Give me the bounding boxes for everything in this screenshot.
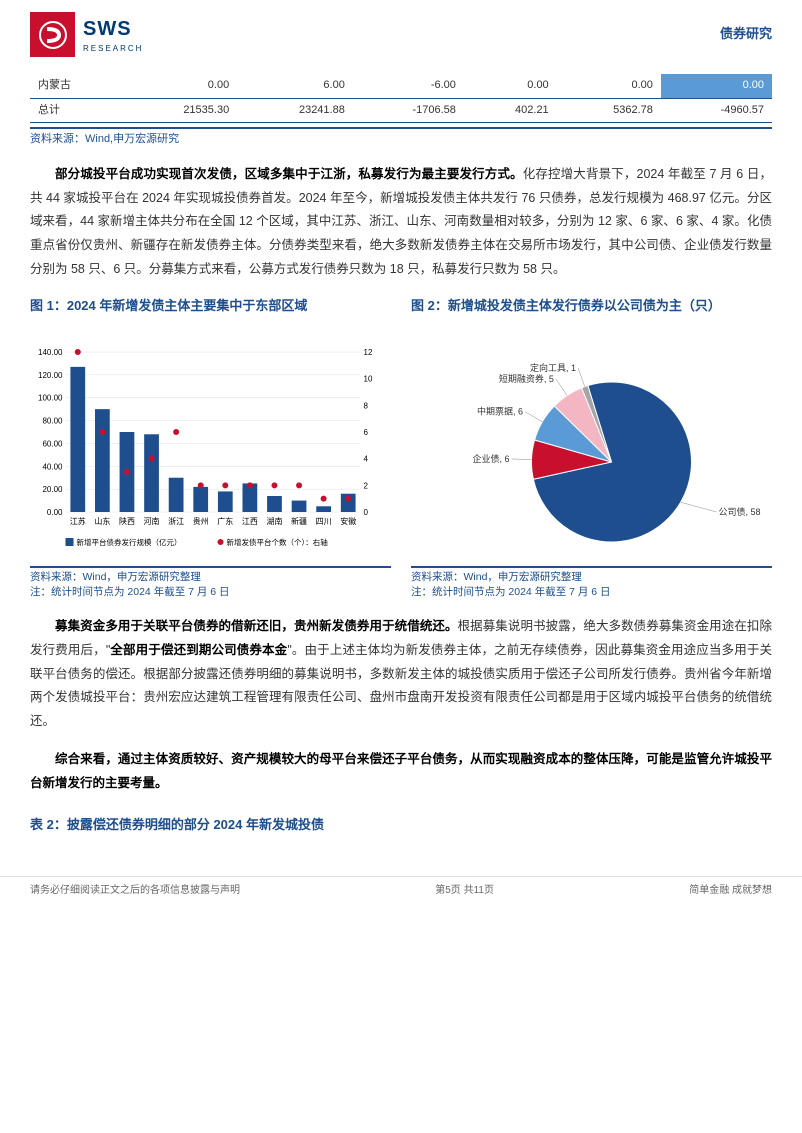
svg-text:浙江: 浙江 [168,516,184,526]
fig1-title: 图 1：2024 年新增发债主体主要集中于东部区域 [30,296,391,336]
svg-text:60.00: 60.00 [42,439,63,448]
svg-text:6: 6 [364,428,369,437]
fig2-source: 资料来源：Wind，申万宏源研究整理 [411,566,772,586]
logo-icon [30,12,75,57]
figure-row: 图 1：2024 年新增发债主体主要集中于东部区域 0.00 20.00 40.00… [30,296,772,602]
svg-text:陕西: 陕西 [119,516,135,526]
svg-text:140.00: 140.00 [38,348,63,357]
svg-text:定向工具, 1: 定向工具, 1 [530,361,576,372]
svg-text:新疆: 新疆 [291,516,307,526]
svg-text:8: 8 [364,401,369,410]
footer-page-number: 第5页 共11页 [435,883,494,899]
svg-text:80.00: 80.00 [42,416,63,425]
svg-text:120.00: 120.00 [38,370,63,379]
para1-body: 化存控增大背景下，2024 年截至 7 月 6 日，共 44 家城投平台在 20… [30,167,772,276]
logo-area: SWS RESEARCH [30,12,143,57]
svg-text:河南: 河南 [144,516,160,526]
fig1-source: 资料来源：Wind，申万宏源研究整理 [30,566,391,586]
fig1-note: 注：统计时间节点为 2024 年截至 7 月 6 日 [30,585,391,601]
svg-text:4: 4 [364,454,369,463]
fig2-chart: 公司债, 58 企业债, 6 中期票据, 6 短期融资券, 5定向工具, 1 [411,342,772,562]
paragraph-1: 部分城投平台成功实现首次发债，区域多集中于江浙，私募发行为最主要发行方式。化存控… [30,163,772,282]
table-row: 内蒙古0.006.00-6.000.000.000.00 [30,74,772,98]
svg-text:2: 2 [364,481,369,490]
svg-text:新增平台债券发行规模（亿元）: 新增平台债券发行规模（亿元） [77,537,182,547]
svg-text:20.00: 20.00 [42,485,63,494]
fig2-title: 图 2：新增城投发债主体发行债券以公司债为主（只） [411,296,772,336]
svg-text:公司债, 58: 公司债, 58 [719,506,761,517]
para1-lead: 部分城投平台成功实现首次发债，区域多集中于江浙，私募发行为最主要发行方式。 [55,167,523,181]
svg-text:中期票据, 6: 中期票据, 6 [477,405,523,416]
logo-sub-text: RESEARCH [83,43,143,56]
paragraph-3: 综合来看，通过主体资质较好、资产规模较大的母平台来偿还子平台债务，从而实现融资成… [30,748,772,796]
svg-text:广东: 广东 [217,516,233,526]
svg-text:短期融资券, 5: 短期融资券, 5 [499,372,554,383]
table-row: 总计21535.3023241.88-1706.58402.215362.78-… [30,98,772,123]
svg-text:山东: 山东 [94,516,110,526]
top-table-source: 资料来源：Wind,申万宏源研究 [30,127,772,149]
figure-2: 图 2：新增城投发债主体发行债券以公司债为主（只） 公司债, 58 企业债, 6 中… [411,296,772,602]
para2-lead: 募集资金多用于关联平台债券的借新还旧，贵州新发债券用于统借统还。 [55,619,458,633]
footer-disclaimer: 请务必仔细阅读正文之后的各项信息披露与声明 [30,883,240,899]
svg-text:新增发债平台个数（个）：右轴: 新增发债平台个数（个）：右轴 [227,537,328,547]
svg-text:企业债, 6: 企业债, 6 [473,452,510,463]
svg-text:江西: 江西 [242,517,258,526]
fig1-chart: 0.00 20.00 40.00 60.00 80.00 100.00 120.00 140.… [30,342,391,562]
paragraph-2: 募集资金多用于关联平台债券的借新还旧，贵州新发债券用于统借统还。根据募集说明书披… [30,615,772,734]
footer-slogan: 简单金融 成就梦想 [689,883,772,899]
svg-text:0.00: 0.00 [47,508,63,517]
svg-text:100.00: 100.00 [38,393,63,402]
svg-text:湖南: 湖南 [266,516,282,526]
top-summary-table: 内蒙古0.006.00-6.000.000.000.00总计21535.3023… [30,74,772,123]
logo-main-text: SWS [83,13,143,45]
page-header: SWS RESEARCH 债券研究 [0,0,802,69]
svg-text:安徽: 安徽 [340,516,356,526]
para2-highlight: 全部用于偿还到期公司债券本金 [110,643,287,657]
table2-title: 表 2：披露偿还债券明细的部分 2024 年新发城投债 [30,815,772,836]
para3-text: 综合来看，通过主体资质较好、资产规模较大的母平台来偿还子平台债务，从而实现融资成… [30,752,772,790]
svg-text:10: 10 [364,374,373,383]
svg-text:12: 12 [364,348,373,357]
svg-text:40.00: 40.00 [42,462,63,471]
svg-text:0: 0 [364,508,369,517]
page-footer: 请务必仔细阅读正文之后的各项信息披露与声明 第5页 共11页 简单金融 成就梦想 [0,876,802,905]
fig2-note: 注：统计时间节点为 2024 年截至 7 月 6 日 [411,585,772,601]
figure-1: 图 1：2024 年新增发债主体主要集中于东部区域 0.00 20.00 40.00… [30,296,391,602]
svg-text:江苏: 江苏 [70,516,86,526]
report-category: 债券研究 [720,24,772,45]
svg-text:贵州: 贵州 [193,516,209,526]
svg-text:四川: 四川 [316,517,332,526]
